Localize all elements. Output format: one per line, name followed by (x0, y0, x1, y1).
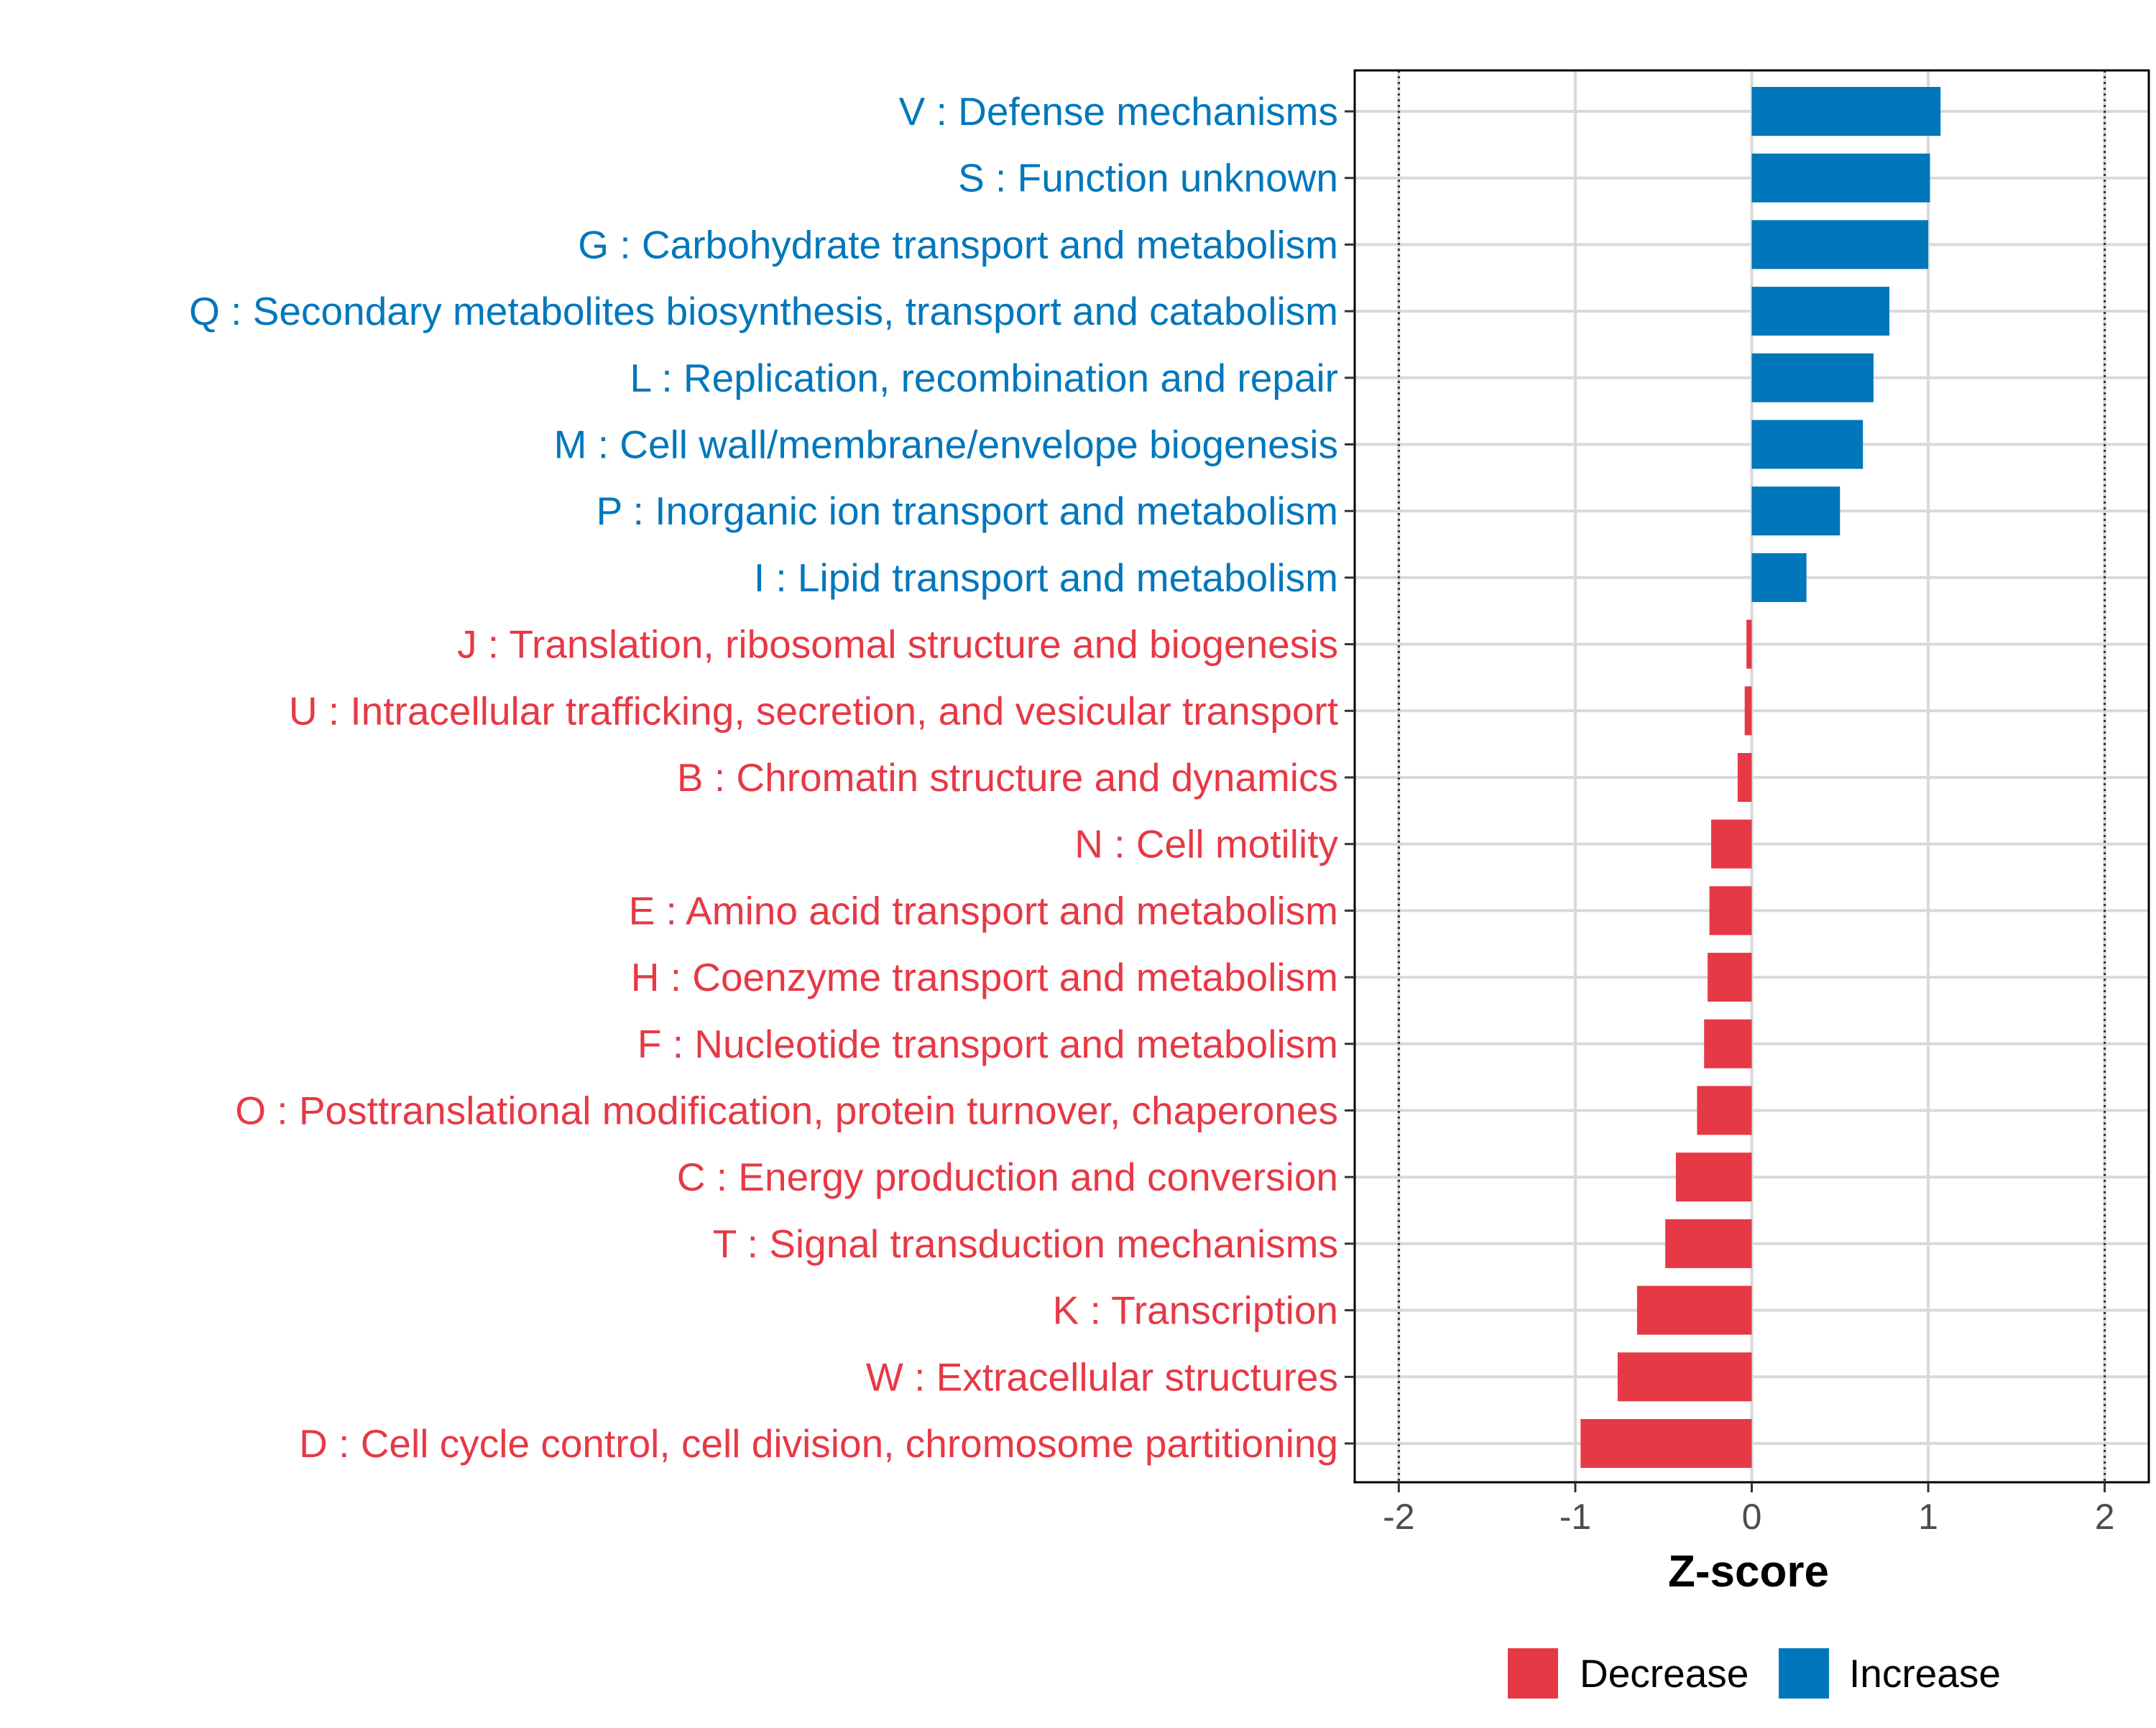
category-labels: V : Defense mechanisms S : Function unkno… (189, 89, 1355, 1466)
x-tick-label: 2 (2095, 1497, 2115, 1537)
category-label: F : Nucleotide transport and metabolism (637, 1022, 1338, 1066)
category-label: E : Amino acid transport and metabolism (629, 888, 1338, 933)
category-label: I : Lipid transport and metabolism (754, 555, 1338, 600)
category-label: S : Function unknown (958, 156, 1338, 200)
category-label: J : Translation, ribosomal structure and… (457, 622, 1338, 667)
legend-label: Decrease (1580, 1651, 1749, 1696)
legend-label: Increase (1849, 1651, 2001, 1696)
bar (1751, 553, 1807, 602)
x-tick-label: -2 (1383, 1497, 1414, 1537)
bar (1675, 1152, 1752, 1202)
bar (1665, 1219, 1752, 1268)
category-label: P : Inorganic ion transport and metaboli… (596, 489, 1338, 533)
bar (1737, 753, 1752, 802)
bar (1751, 153, 1930, 203)
category-label: C : Energy production and conversion (677, 1155, 1338, 1199)
bar (1704, 1019, 1752, 1068)
bar (1617, 1352, 1752, 1402)
category-label: B : Chromatin structure and dynamics (677, 755, 1338, 800)
x-axis: -2 -1 0 1 2 (1383, 1482, 2115, 1537)
bar (1751, 353, 1874, 402)
x-axis-title: Z-score (1668, 1547, 1829, 1597)
category-label: G : Carbohydrate transport and metabolis… (578, 222, 1338, 267)
category-label: V : Defense mechanisms (899, 89, 1338, 134)
category-label: M : Cell wall/membrane/envelope biogenes… (554, 422, 1338, 467)
bar (1751, 220, 1929, 269)
legend-swatch (1508, 1648, 1558, 1699)
bar (1751, 287, 1890, 336)
category-label: K : Transcription (1053, 1288, 1338, 1333)
bar (1709, 886, 1752, 935)
x-tick-label: 1 (1918, 1497, 1938, 1537)
bar (1697, 1086, 1752, 1135)
bar (1746, 619, 1752, 669)
category-label: U : Intracellular trafficking, secretion… (289, 688, 1338, 733)
category-label: Q : Secondary metabolites biosynthesis, … (189, 289, 1338, 333)
bar (1751, 87, 1941, 136)
category-label: L : Replication, recombination and repai… (630, 356, 1338, 400)
bar (1580, 1419, 1752, 1468)
legend: Decrease Increase (1508, 1648, 2001, 1699)
category-label: D : Cell cycle control, cell division, c… (299, 1421, 1338, 1466)
bar (1636, 1285, 1752, 1335)
category-label: T : Signal transduction mechanisms (713, 1221, 1338, 1266)
bar (1744, 686, 1752, 736)
bar (1708, 953, 1752, 1002)
category-label: O : Posttranslational modification, prot… (235, 1089, 1338, 1133)
x-tick-label: -1 (1560, 1497, 1591, 1537)
category-label: W : Extracellular structures (866, 1354, 1338, 1399)
category-label: N : Cell motility (1074, 822, 1338, 867)
bar (1711, 819, 1752, 869)
bars (1580, 87, 1941, 1468)
bar (1751, 486, 1841, 536)
legend-swatch (1779, 1648, 1829, 1699)
x-tick-label: 0 (1742, 1497, 1762, 1537)
bar (1751, 420, 1864, 469)
category-label: H : Coenzyme transport and metabolism (631, 955, 1338, 999)
